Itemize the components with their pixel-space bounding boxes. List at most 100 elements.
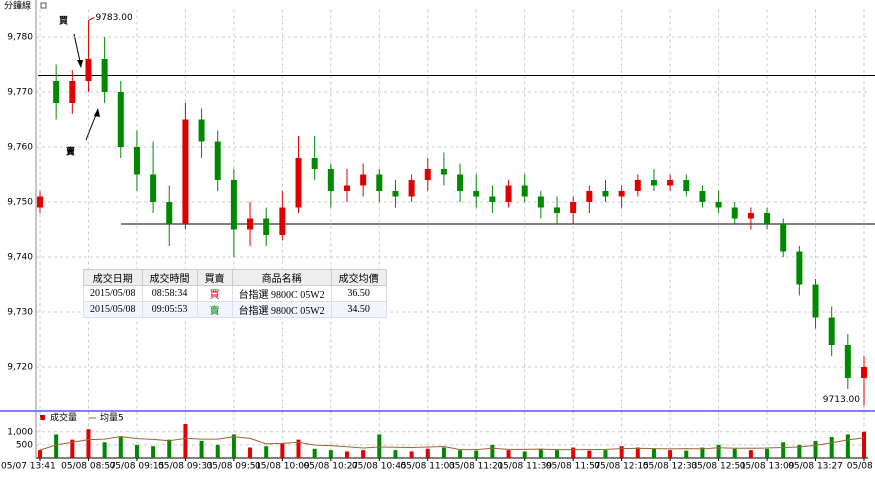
candle-body [53, 81, 60, 103]
volume-bar [38, 450, 42, 458]
volume-bar [215, 444, 220, 458]
x-tick-label: 05/08 10:45 [352, 462, 407, 472]
candle-body [764, 213, 771, 224]
volume-bar [264, 446, 269, 458]
x-tick-label: 05/08 13:27 [788, 462, 843, 472]
candle-body [537, 196, 544, 208]
candle-body [408, 180, 415, 197]
x-tick-label: 05/08 10:27 [303, 462, 358, 472]
candle-body [392, 191, 399, 197]
candle-body [343, 185, 350, 191]
table-header: 商品名稱 [231, 269, 332, 286]
volume-bar [522, 451, 527, 458]
candle-body [828, 317, 835, 345]
x-tick-label: 05/08 1 [847, 462, 875, 472]
candle-body [198, 119, 205, 142]
volume-bar [409, 451, 414, 458]
arrow-head [94, 108, 100, 117]
volume-bar [312, 448, 317, 458]
volume-bar [86, 429, 91, 458]
volume-bar [571, 447, 576, 458]
volume-bar [199, 440, 204, 458]
candle-body [263, 218, 270, 235]
volume-bar [651, 448, 656, 458]
volume-bar [328, 450, 333, 458]
candle-body [634, 180, 641, 191]
volume-bar [231, 434, 236, 458]
header-title: 分鐘線 [4, 0, 31, 12]
table-row[interactable]: 2015/05/08 08:58:34 買台指選 9800C 05W2 36.50 [83, 285, 387, 302]
candle-body [360, 174, 367, 186]
volume-bar [183, 423, 188, 458]
table-cell: 34.50 [330, 301, 387, 318]
candle-body [166, 202, 173, 224]
candle-body [861, 367, 867, 378]
table-cell: 09:05:53 [141, 301, 198, 318]
volume-bar [280, 443, 285, 458]
candle-body [85, 59, 92, 81]
x-tick-label: 05/08 12:15 [594, 462, 649, 472]
legend-volume: 成交量 [50, 412, 77, 424]
volume-bar [635, 447, 640, 458]
candle-body [133, 147, 140, 175]
volume-bar [118, 437, 123, 458]
y-tick-label: 9,750 [7, 198, 33, 208]
volume-bar [134, 444, 139, 458]
x-tick-label: 05/08 09:51 [207, 462, 262, 472]
y-tick-label: 500 [16, 440, 33, 450]
volume-bar [813, 440, 818, 458]
candle-body [715, 202, 722, 208]
table-header: 成交日期 [83, 269, 143, 286]
candle-body [570, 202, 577, 213]
settings-icon[interactable] [40, 2, 47, 9]
x-tick-label: 05/08 12:33 [643, 462, 698, 472]
candle-body [182, 119, 189, 224]
x-tick-label: 05/08 09:33 [158, 462, 213, 472]
candle-body [602, 191, 609, 197]
annotation: 9783.00 [95, 13, 132, 23]
annotation-leader [88, 17, 95, 21]
candle-body [295, 158, 302, 208]
candle-body [683, 180, 690, 191]
x-tick-label: 05/08 10:09 [255, 462, 310, 472]
annotation: 賣 [65, 146, 76, 158]
candle-body [424, 169, 431, 180]
candle-body [586, 191, 593, 202]
x-tick-label: 05/08 11:57 [546, 462, 601, 472]
y-tick-label: 9,730 [7, 308, 33, 318]
volume-bar [458, 450, 463, 458]
candle-body [812, 284, 819, 318]
y-tick-label: 9,740 [7, 253, 33, 263]
legend-swatch [40, 415, 45, 420]
table-cell: 台指選 9800C 05W2 [231, 285, 332, 302]
candle-body [101, 59, 108, 92]
volume-bar [862, 431, 866, 458]
volume-bar [555, 450, 560, 458]
volume-bar [716, 444, 721, 458]
volume-bar [102, 442, 107, 458]
volume-bar [361, 450, 366, 458]
volume-bar [490, 444, 495, 458]
candle-body [37, 196, 43, 208]
x-tick-label: 05/08 11:39 [497, 462, 552, 472]
candle-body [489, 196, 496, 202]
volume-bar [781, 442, 786, 458]
candle-body [747, 213, 754, 219]
candle-body [327, 169, 334, 191]
candle-body [473, 191, 480, 197]
table-cell: 台指選 9800C 05W2 [231, 301, 332, 318]
candle-body [618, 191, 625, 197]
candle-body [699, 191, 706, 202]
candle-body [731, 207, 738, 219]
candle-body [505, 185, 512, 202]
annotation: 買 [59, 16, 68, 27]
table-row[interactable]: 2015/05/08 09:05:53 賣台指選 9800C 05W2 34.50 [83, 301, 387, 318]
candle-body [780, 224, 787, 252]
ma-line [39, 436, 865, 451]
candle-body [457, 174, 464, 191]
volume-bar [619, 446, 624, 458]
candle-body [247, 218, 254, 230]
arrow [85, 111, 98, 141]
volume-bar [700, 447, 705, 458]
